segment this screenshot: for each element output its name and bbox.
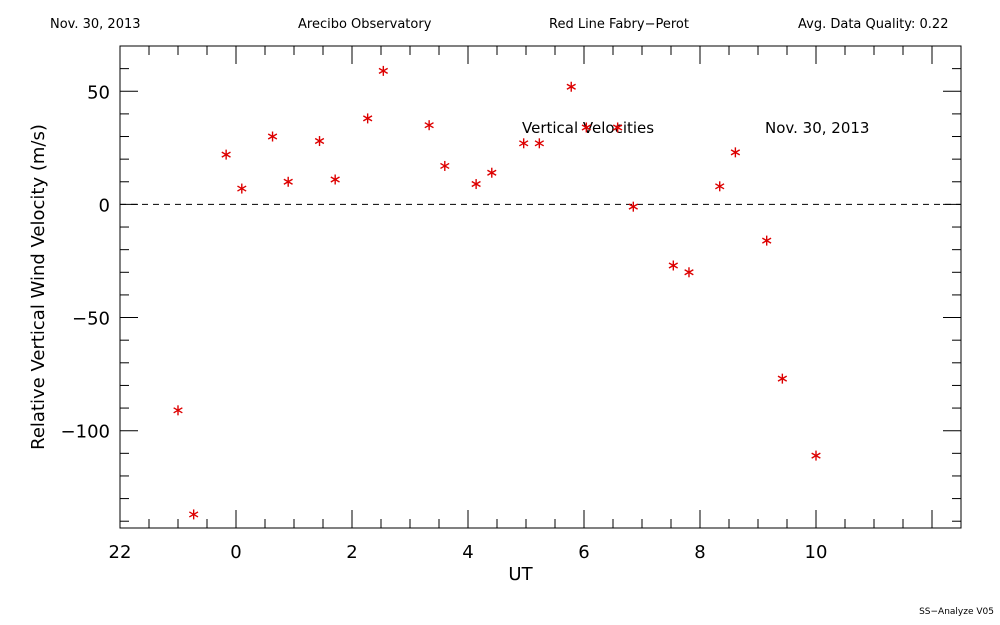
x-tick-label: 22 <box>109 542 132 563</box>
x-tick-label: 6 <box>578 542 589 563</box>
data-point <box>283 176 293 187</box>
data-point <box>188 509 199 520</box>
x-tick-label: 0 <box>230 542 241 563</box>
data-point <box>668 260 679 271</box>
x-tick-label: 10 <box>805 542 828 563</box>
data-point <box>330 174 340 185</box>
data-point <box>612 122 623 133</box>
data-point <box>237 183 247 194</box>
data-point <box>378 65 389 76</box>
data-point <box>566 81 576 92</box>
x-tick-label: 4 <box>462 542 473 563</box>
data-point <box>777 373 788 384</box>
data-point <box>221 149 231 160</box>
y-tick-label: −100 <box>61 422 110 443</box>
data-point <box>534 138 545 149</box>
footer-version: SS−Analyze V05 <box>919 607 994 617</box>
y-axis-label: Relative Vertical Wind Velocity (m/s) <box>28 124 49 450</box>
data-point <box>424 120 434 131</box>
header-site: Arecibo Observatory <box>298 17 432 32</box>
header-instrument: Red Line Fabry−Perot <box>549 17 689 32</box>
annotation-date: Nov. 30, 2013 <box>765 119 869 137</box>
y-tick-label: 0 <box>99 195 110 216</box>
data-point <box>471 179 481 190</box>
y-tick-label: 50 <box>87 82 110 103</box>
data-point <box>518 138 529 149</box>
data-point <box>440 160 450 171</box>
data-point <box>762 235 772 246</box>
data-point <box>628 201 638 212</box>
data-point <box>811 450 821 461</box>
data-point <box>715 181 725 192</box>
data-point <box>730 147 741 158</box>
header-quality: Avg. Data Quality: 0.22 <box>798 17 949 32</box>
data-point <box>362 113 373 124</box>
y-tick-label: −50 <box>72 309 110 330</box>
data-point <box>581 122 592 133</box>
data-point <box>173 405 183 416</box>
x-tick-label: 2 <box>346 542 357 563</box>
plot-frame <box>119 45 962 529</box>
x-tick-label: 8 <box>694 542 705 563</box>
header-date: Nov. 30, 2013 <box>50 17 141 32</box>
data-point <box>684 267 694 278</box>
data-point <box>487 167 497 178</box>
x-axis-label: UT <box>508 564 533 585</box>
data-point <box>314 136 325 147</box>
data-point <box>267 131 278 142</box>
